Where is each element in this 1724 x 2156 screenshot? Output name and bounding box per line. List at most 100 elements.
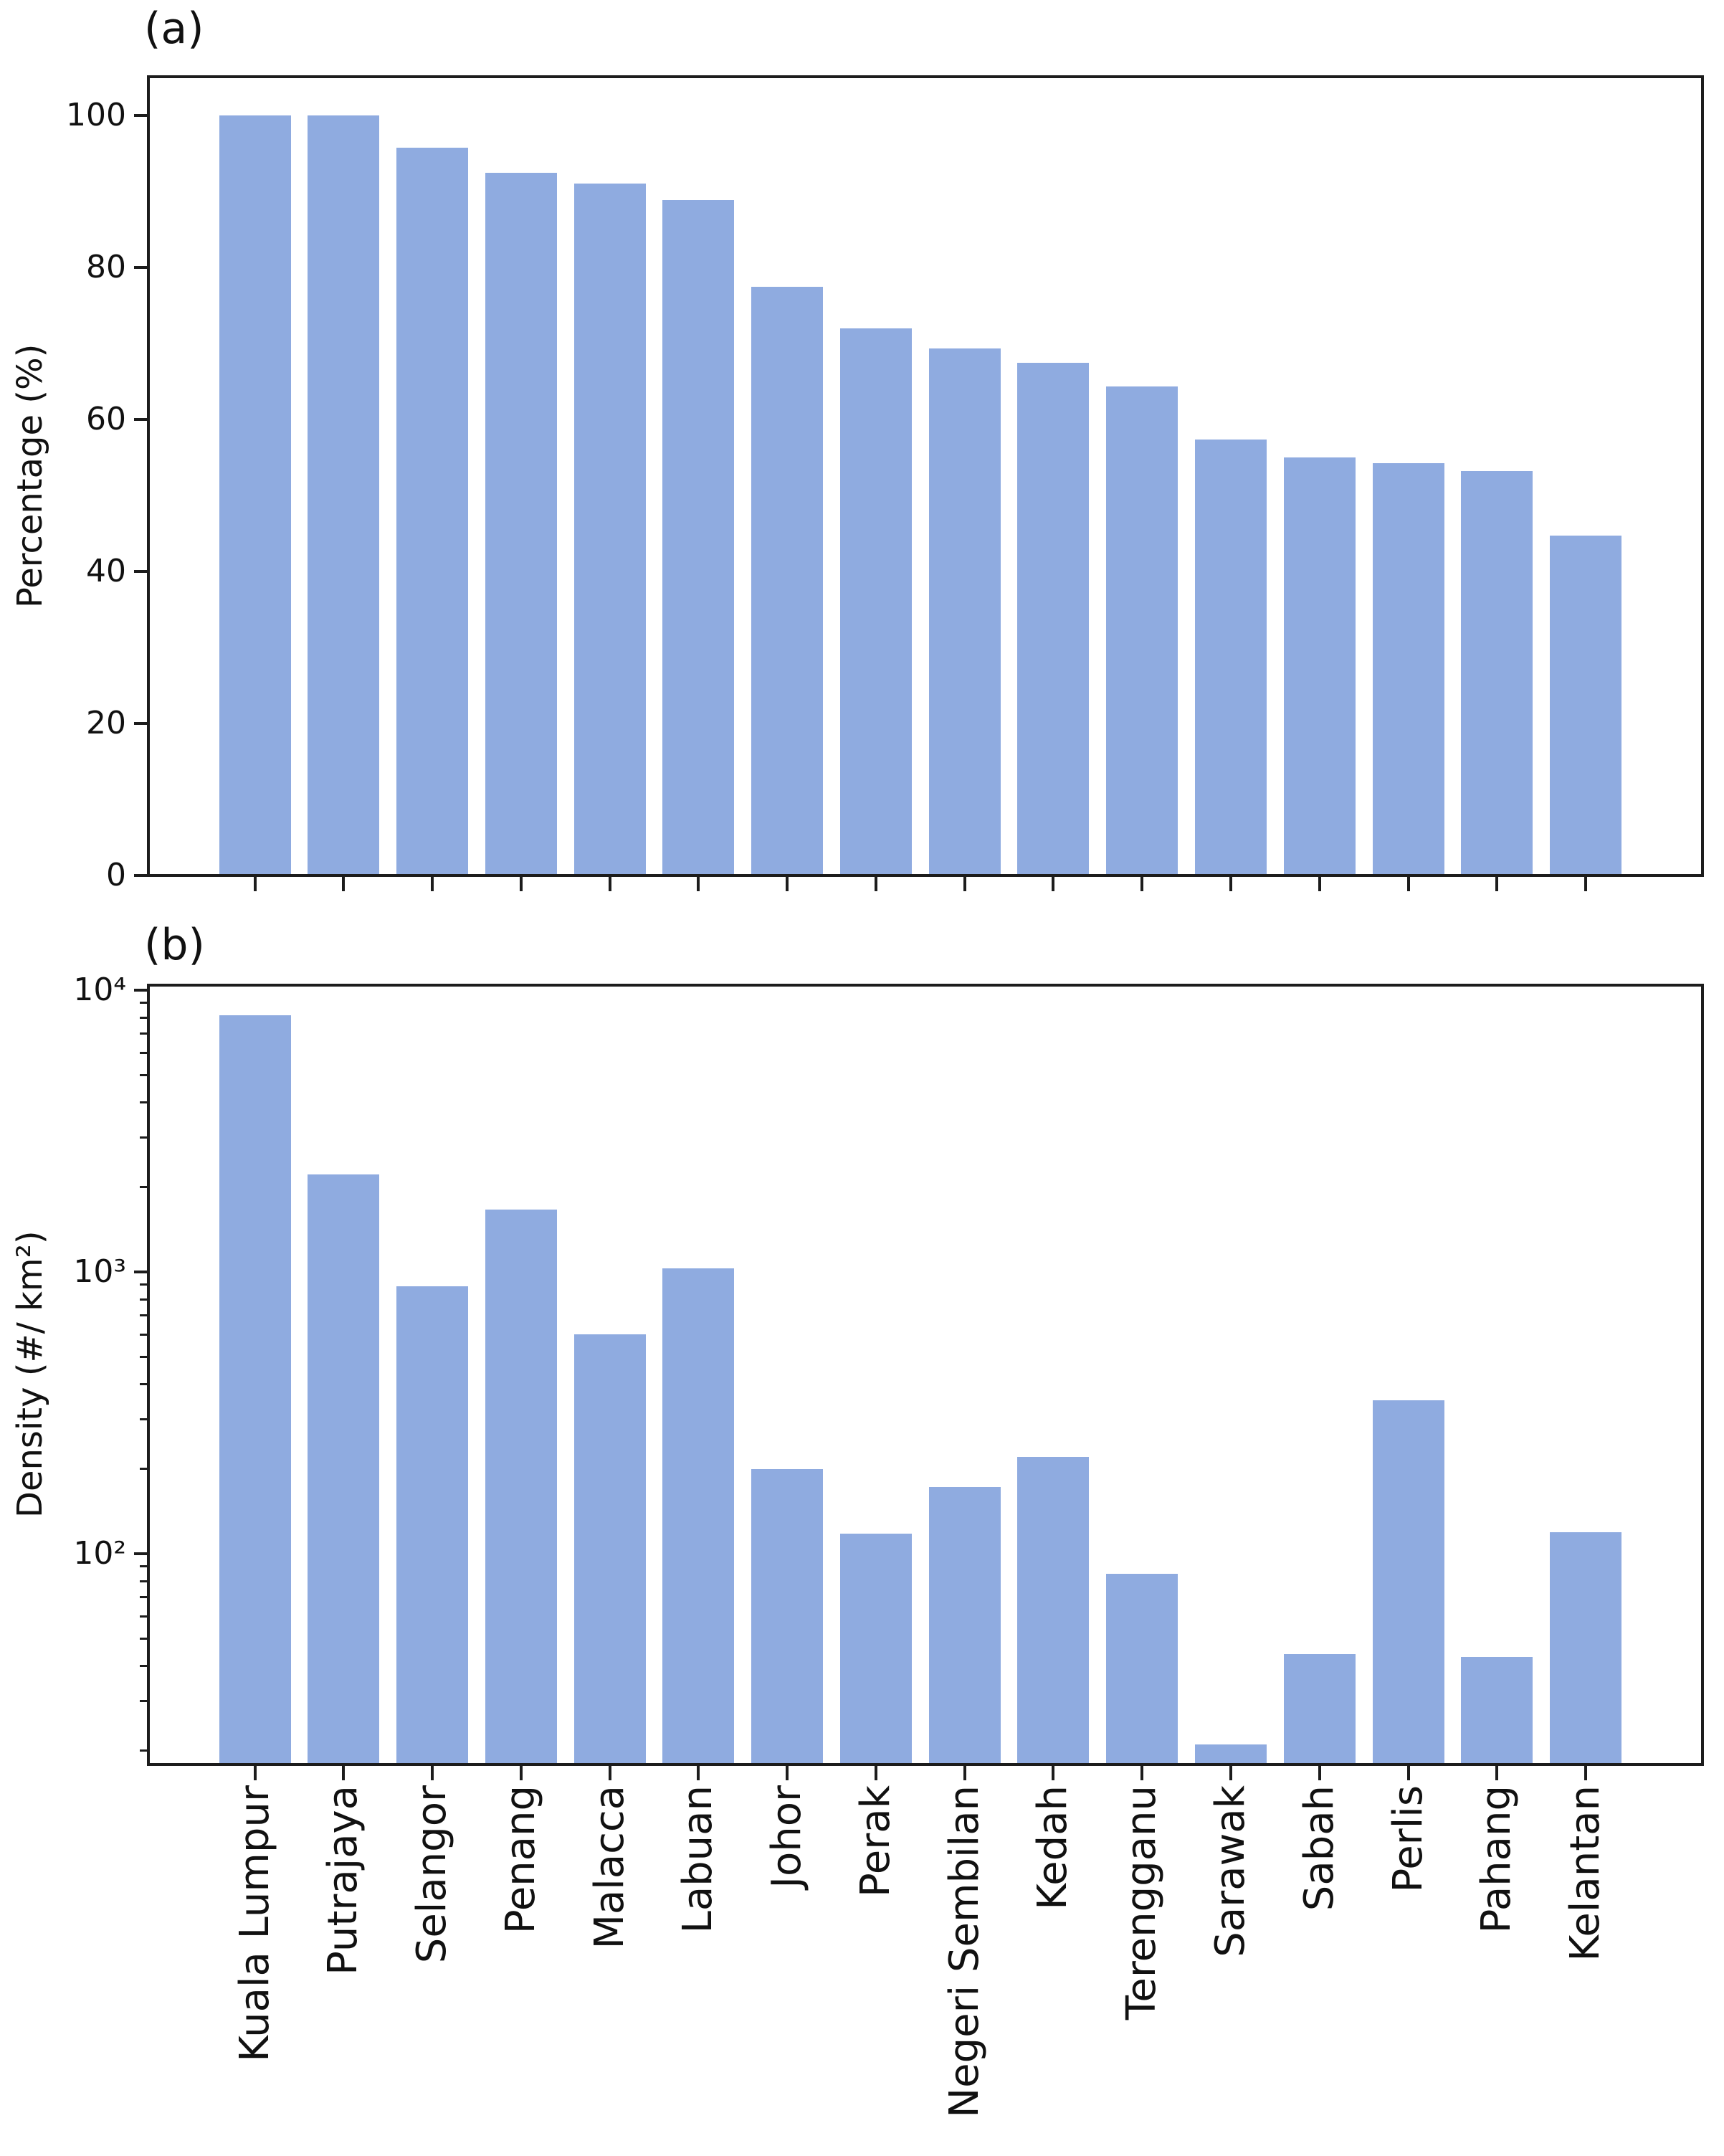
bar-b-sabah [1283, 1654, 1356, 1765]
y-minor-tick-b [140, 1596, 147, 1599]
bar-a-selangor [396, 147, 469, 875]
x-tick-b [1140, 1766, 1144, 1780]
bar-a-negeri-sembilan [928, 348, 1001, 875]
y-tick-label-b-10-: 10² [73, 1535, 126, 1572]
y-minor-tick-b [140, 1699, 147, 1702]
x-axis-label-selangor: Selangor [409, 1785, 456, 1964]
bar-a-putrajaya [308, 115, 380, 875]
x-axis-label-sabah: Sabah [1295, 1785, 1343, 1912]
x-tick-b [519, 1766, 523, 1780]
x-tick-b [874, 1766, 877, 1780]
y-tick-label-a-0: 0 [106, 857, 126, 893]
bar-b-labuan [662, 1268, 735, 1765]
x-tick-b [697, 1766, 700, 1780]
x-tick-a [963, 877, 966, 891]
x-tick-a [697, 877, 700, 891]
x-axis-label-kuala-lumpur: Kuala Lumpur [231, 1785, 278, 2062]
y-minor-tick-b [140, 1298, 147, 1301]
y-tick-a [134, 114, 147, 117]
y-minor-tick-b [140, 1136, 147, 1139]
x-axis-label-perak: Perak [852, 1785, 899, 1897]
y-minor-tick-b [140, 1051, 147, 1054]
x-axis-label-perlis: Perlis [1384, 1785, 1432, 1893]
y-tick-b [134, 1552, 147, 1555]
x-tick-b [963, 1766, 966, 1780]
y-minor-tick-b [140, 1186, 147, 1189]
y-tick-a [134, 570, 147, 573]
bar-b-kuala-lumpur [219, 1015, 291, 1765]
x-axis-label-kelantan: Kelantan [1562, 1785, 1609, 1962]
x-axis-label-kedah: Kedah [1029, 1785, 1077, 1910]
y-minor-tick-b [140, 1749, 147, 1752]
x-tick-a [1318, 877, 1321, 891]
x-tick-b [1229, 1766, 1232, 1780]
panel-b-title: (b) [144, 920, 205, 970]
y-minor-tick-b [140, 1664, 147, 1667]
y-minor-tick-b [140, 1615, 147, 1618]
bar-b-selangor [396, 1286, 469, 1765]
x-tick-a [1406, 877, 1410, 891]
x-axis-label-negeri-sembilan: Negeri Sembilan [940, 1785, 988, 2118]
y-minor-tick-b [140, 1565, 147, 1568]
bar-b-pahang [1461, 1657, 1533, 1765]
y-tick-label-b-10-: 10³ [73, 1253, 126, 1290]
y-minor-tick-b [140, 1032, 147, 1035]
panel-a-y-axis-label: Percentage (%) [10, 343, 50, 609]
y-tick-label-a-20: 20 [86, 705, 126, 741]
y-minor-tick-b [140, 1637, 147, 1640]
y-tick-a [134, 266, 147, 269]
y-minor-tick-b [140, 1382, 147, 1385]
x-tick-a [1052, 877, 1055, 891]
y-tick-b [134, 989, 147, 992]
bar-b-johor [751, 1468, 824, 1765]
x-tick-b [342, 1766, 346, 1780]
x-tick-a [519, 877, 523, 891]
x-tick-a [253, 877, 257, 891]
bar-a-malacca [573, 184, 646, 875]
x-tick-b [1052, 1766, 1055, 1780]
y-minor-tick-b [140, 1101, 147, 1103]
y-minor-tick-b [140, 1314, 147, 1317]
x-tick-a [786, 877, 789, 891]
bar-b-putrajaya [308, 1174, 380, 1765]
x-tick-a [1584, 877, 1588, 891]
x-tick-b [431, 1766, 434, 1780]
x-axis-label-labuan: Labuan [675, 1785, 722, 1934]
y-minor-tick-b [140, 1073, 147, 1076]
bar-a-sarawak [1194, 439, 1267, 875]
panel-b-y-axis-label: Density (#/ km²) [10, 1230, 50, 1518]
bar-b-penang [485, 1210, 557, 1765]
y-tick-label-a-60: 60 [86, 401, 126, 437]
x-axis-label-johor: Johor [763, 1785, 811, 1889]
y-tick-a [134, 874, 147, 877]
y-minor-tick-b [140, 1016, 147, 1019]
x-tick-a [608, 877, 611, 891]
bar-a-perlis [1372, 463, 1444, 875]
y-tick-label-b-10-: 10⁴ [73, 972, 126, 1008]
y-minor-tick-b [140, 1417, 147, 1420]
y-minor-tick-b [140, 1002, 147, 1005]
x-axis-label-putrajaya: Putrajaya [320, 1785, 367, 1975]
panel-a-title: (a) [144, 4, 204, 54]
bar-b-kelantan [1550, 1532, 1622, 1765]
y-tick-b [134, 1271, 147, 1273]
x-tick-b [1584, 1766, 1588, 1780]
bar-b-terengganu [1106, 1573, 1178, 1765]
bar-a-labuan [662, 199, 735, 875]
x-tick-b [608, 1766, 611, 1780]
bar-a-kedah [1017, 362, 1090, 875]
bar-b-negeri-sembilan [928, 1487, 1001, 1765]
bar-a-kuala-lumpur [219, 115, 291, 875]
x-tick-a [431, 877, 434, 891]
x-tick-b [786, 1766, 789, 1780]
x-axis-label-malacca: Malacca [586, 1785, 633, 1950]
bar-b-malacca [573, 1334, 646, 1765]
x-axis-label-sarawak: Sarawak [1206, 1785, 1254, 1957]
x-tick-b [1406, 1766, 1410, 1780]
bar-b-perlis [1372, 1400, 1444, 1765]
bar-a-sabah [1283, 457, 1356, 875]
x-tick-b [1495, 1766, 1499, 1780]
bar-b-sarawak [1194, 1744, 1267, 1765]
y-minor-tick-b [140, 1355, 147, 1358]
y-minor-tick-b [140, 1580, 147, 1582]
